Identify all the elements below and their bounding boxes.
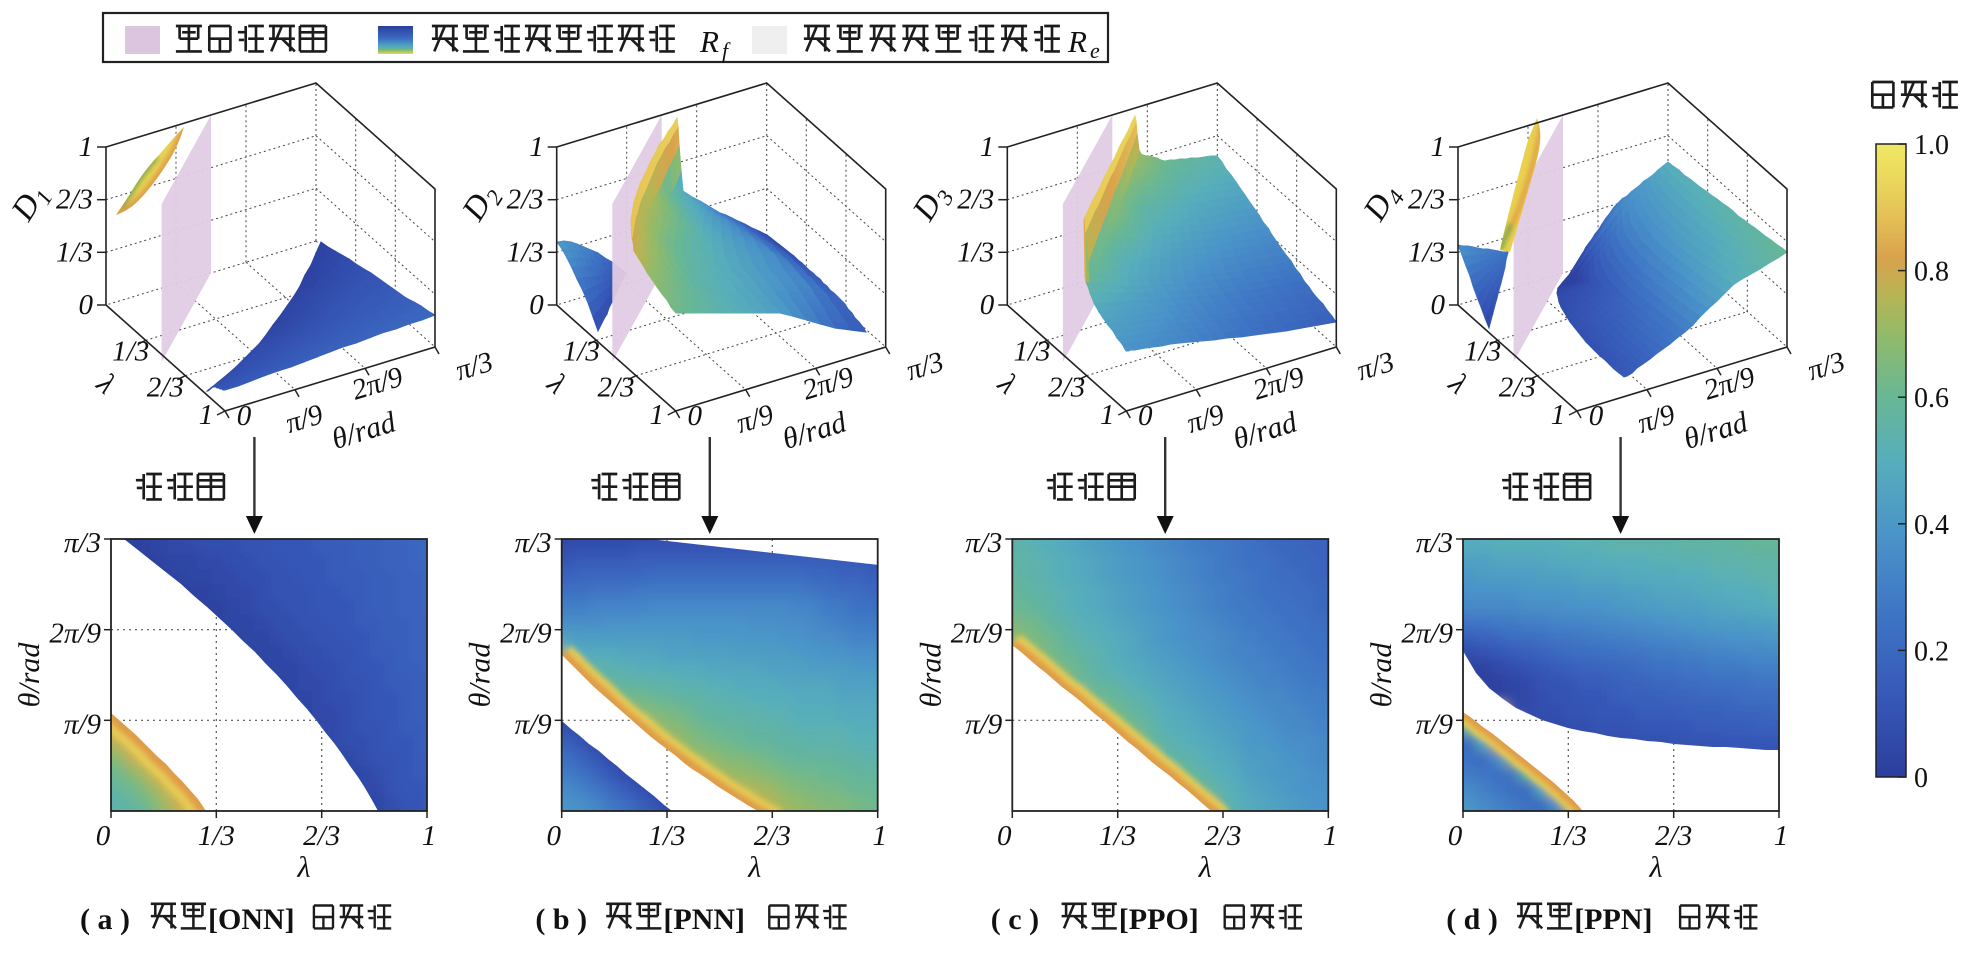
- svg-text:0: 0: [687, 400, 702, 432]
- svg-text:1: 1: [529, 131, 544, 163]
- svg-text:π/9: π/9: [1416, 708, 1454, 740]
- svg-text:π/9: π/9: [515, 708, 553, 740]
- svg-text:0: 0: [1589, 400, 1604, 432]
- svg-text:π/3: π/3: [515, 527, 552, 559]
- svg-text:0: 0: [980, 289, 995, 321]
- svg-text:π/9: π/9: [64, 708, 102, 740]
- svg-text:2/3: 2/3: [1655, 820, 1692, 852]
- svg-text:1: 1: [649, 399, 664, 431]
- svg-text:f: f: [722, 38, 731, 63]
- svg-text:θ/rad: θ/rad: [464, 642, 497, 708]
- svg-text:π/3: π/3: [64, 527, 101, 559]
- svg-text:2/3: 2/3: [507, 184, 544, 216]
- svg-text:[PPN]: [PPN]: [1574, 903, 1652, 936]
- svg-text:0: 0: [997, 820, 1012, 852]
- svg-text:0: 0: [1138, 400, 1153, 432]
- svg-text:1/3: 1/3: [112, 335, 149, 367]
- svg-text:θ/rad: θ/rad: [13, 642, 46, 708]
- svg-text:0: 0: [79, 289, 94, 321]
- svg-text:( c ): ( c ): [991, 903, 1039, 936]
- svg-text:1/3: 1/3: [56, 236, 93, 268]
- svg-text:1: 1: [199, 399, 214, 431]
- svg-text:( d ): ( d ): [1446, 903, 1498, 936]
- svg-text:λ: λ: [297, 851, 311, 884]
- svg-text:2/3: 2/3: [957, 184, 994, 216]
- svg-text:π/3: π/3: [965, 527, 1002, 559]
- svg-text:[PNN]: [PNN]: [663, 903, 745, 936]
- svg-text:2/3: 2/3: [597, 372, 634, 404]
- svg-text:π/9: π/9: [965, 708, 1003, 740]
- svg-text:2/3: 2/3: [754, 820, 791, 852]
- svg-text:1/3: 1/3: [507, 236, 544, 268]
- svg-text:R: R: [1067, 24, 1087, 59]
- svg-text:0.6: 0.6: [1914, 383, 1949, 414]
- svg-text:0: 0: [1448, 820, 1463, 852]
- svg-text:0: 0: [546, 820, 561, 852]
- svg-text:0.8: 0.8: [1914, 257, 1949, 288]
- svg-text:e: e: [1090, 38, 1100, 63]
- svg-text:1/3: 1/3: [1099, 820, 1136, 852]
- svg-text:R: R: [699, 24, 719, 59]
- svg-text:2π/9: 2π/9: [500, 618, 552, 650]
- svg-text:λ: λ: [1198, 851, 1212, 884]
- svg-text:0: 0: [1914, 763, 1928, 794]
- svg-text:0: 0: [1431, 289, 1446, 321]
- svg-text:2/3: 2/3: [1499, 372, 1536, 404]
- svg-text:1: 1: [1431, 131, 1446, 163]
- svg-text:2/3: 2/3: [1204, 820, 1241, 852]
- svg-text:2π/9: 2π/9: [951, 618, 1003, 650]
- svg-text:θ/rad: θ/rad: [1365, 642, 1398, 708]
- svg-text:λ: λ: [747, 851, 761, 884]
- svg-text:1: 1: [1774, 820, 1789, 852]
- svg-text:1.0: 1.0: [1914, 130, 1949, 161]
- svg-text:( a ): ( a ): [80, 903, 130, 936]
- svg-text:0.4: 0.4: [1914, 510, 1949, 541]
- svg-text:1: 1: [872, 820, 887, 852]
- svg-text:2/3: 2/3: [147, 372, 184, 404]
- svg-text:1: 1: [422, 820, 437, 852]
- svg-text:2π/9: 2π/9: [1401, 618, 1453, 650]
- svg-text:π/3: π/3: [1416, 527, 1453, 559]
- svg-text:2/3: 2/3: [56, 184, 93, 216]
- svg-text:1/3: 1/3: [563, 335, 600, 367]
- svg-text:1: 1: [1100, 399, 1115, 431]
- svg-text:1/3: 1/3: [1550, 820, 1587, 852]
- svg-text:θ/rad: θ/rad: [914, 642, 947, 708]
- svg-text:1: 1: [1551, 399, 1566, 431]
- svg-text:1/3: 1/3: [1464, 335, 1501, 367]
- svg-text:1: 1: [79, 131, 94, 163]
- svg-text:1/3: 1/3: [648, 820, 685, 852]
- svg-text:1/3: 1/3: [1408, 236, 1445, 268]
- svg-text:0.2: 0.2: [1914, 636, 1949, 667]
- svg-text:( b ): ( b ): [535, 903, 587, 936]
- svg-text:[ONN]: [ONN]: [208, 903, 295, 936]
- svg-text:[PPO]: [PPO]: [1119, 903, 1199, 936]
- svg-text:1: 1: [1323, 820, 1338, 852]
- svg-text:0: 0: [237, 400, 252, 432]
- svg-text:0: 0: [96, 820, 111, 852]
- svg-text:2/3: 2/3: [1408, 184, 1445, 216]
- svg-text:0: 0: [529, 289, 544, 321]
- svg-text:2π/9: 2π/9: [49, 618, 101, 650]
- svg-text:1/3: 1/3: [198, 820, 235, 852]
- svg-text:1: 1: [980, 131, 995, 163]
- svg-text:2/3: 2/3: [303, 820, 340, 852]
- svg-text:1/3: 1/3: [1013, 335, 1050, 367]
- svg-text:λ: λ: [1649, 851, 1663, 884]
- svg-text:1/3: 1/3: [957, 236, 994, 268]
- svg-text:2/3: 2/3: [1048, 372, 1085, 404]
